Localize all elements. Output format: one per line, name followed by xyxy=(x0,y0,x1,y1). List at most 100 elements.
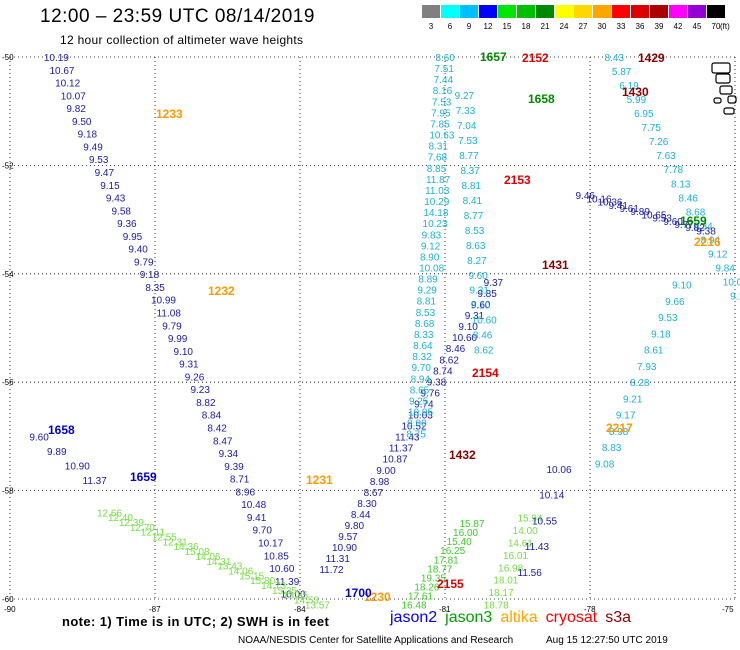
swh-value: 10.00 xyxy=(281,590,306,601)
swh-value: 14.31 xyxy=(206,557,231,568)
swh-value: 9.34 xyxy=(219,449,239,460)
pass-time-label: 1658 xyxy=(48,423,75,437)
swh-value: 18.17 xyxy=(489,588,514,599)
swh-value: 8.13 xyxy=(671,179,691,190)
satellite-legend-jason2: jason2 xyxy=(390,609,438,626)
swh-value: 9.37 xyxy=(484,278,504,289)
lon-tick-label: -78 xyxy=(584,605,596,614)
swh-value: 11.56 xyxy=(518,568,543,579)
swh-value: 7.04 xyxy=(457,121,477,132)
swh-value: 9.25 xyxy=(409,396,429,407)
scale-swatch xyxy=(574,5,592,18)
swh-value: 8.32 xyxy=(412,352,432,363)
swh-value: 7.63 xyxy=(656,151,676,162)
swh-value: 9.50 xyxy=(72,117,92,128)
swh-value: 9.79 xyxy=(162,321,182,332)
swh-value: 9.47 xyxy=(95,168,115,179)
swh-value: 9.77 xyxy=(674,220,694,231)
swh-value: 7.51 xyxy=(434,64,454,75)
swh-value: 10.90 xyxy=(65,461,90,472)
swh-value: 8.83 xyxy=(602,443,622,454)
swh-value: 14.06 xyxy=(228,566,253,577)
swh-value: 9.31 xyxy=(469,286,489,297)
swh-value: 9.57 xyxy=(338,532,358,543)
swh-value: 9.10 xyxy=(730,291,740,302)
swh-value: 10.99 xyxy=(151,296,176,307)
swh-value: 9.08 xyxy=(595,460,615,471)
swh-value: 12.39 xyxy=(119,518,144,529)
swh-value: 9.23 xyxy=(190,385,210,396)
swh-value: 11.37 xyxy=(389,444,414,455)
satellite-legend-jason3: jason3 xyxy=(445,609,493,626)
lat-tick-label: -54 xyxy=(2,270,14,279)
swh-value: 7.95 xyxy=(431,108,451,119)
swh-value: 16.00 xyxy=(453,528,478,539)
swh-value: 10.60 xyxy=(472,316,497,327)
scale-swatch xyxy=(707,5,725,18)
swh-value: 12.11 xyxy=(141,528,166,539)
swh-value: 8.94 xyxy=(411,374,431,385)
swh-value: 8.81 xyxy=(461,181,481,192)
swh-value: 12.70 xyxy=(130,523,155,534)
pass-time-label: 1657 xyxy=(480,50,507,64)
pass-time-label: 1232 xyxy=(208,284,235,298)
swh-value: 9.83 xyxy=(422,230,442,241)
swh-value: 8.98 xyxy=(609,427,629,438)
scale-swatch xyxy=(536,5,554,18)
lon-tick-label: -90 xyxy=(4,605,16,614)
swh-value: 11.37 xyxy=(83,476,108,487)
scale-label: 6 xyxy=(447,22,453,31)
island-outline xyxy=(711,62,731,74)
swh-value: 8.62 xyxy=(439,355,459,366)
swh-value: 10.87 xyxy=(383,455,408,466)
swh-value: 5.87 xyxy=(612,67,632,78)
swh-value: 13.57 xyxy=(305,600,330,611)
swh-value: 9.74 xyxy=(414,399,434,410)
swh-value: 8.75 xyxy=(406,430,426,441)
swh-value: 12.31 xyxy=(163,537,188,548)
swh-value: 8.89 xyxy=(418,275,438,286)
scale-swatch xyxy=(479,5,497,18)
swh-value: 9.53 xyxy=(89,155,109,166)
swh-value: 8.62 xyxy=(474,346,494,357)
footnote: note: 1) Time is in UTC; 2) SWH is in fe… xyxy=(62,614,330,629)
swh-value: 14.73 xyxy=(261,581,286,592)
swh-value: 9.26 xyxy=(185,372,205,383)
swh-value: 8.53 xyxy=(416,308,436,319)
scale-swatch xyxy=(555,5,573,18)
scale-swatch xyxy=(422,5,440,18)
scale-label: 36 xyxy=(635,22,645,31)
swh-value: 17.61 xyxy=(408,591,433,602)
swh-value: 10.19 xyxy=(44,53,69,64)
swh-value: 9.95 xyxy=(123,232,143,243)
swh-value: 9.80 xyxy=(345,521,365,532)
swh-value: 8.53 xyxy=(465,226,485,237)
pass-time-label: 1233 xyxy=(156,107,183,121)
swh-value: 10.23 xyxy=(423,219,448,230)
swh-value: 9.58 xyxy=(112,206,132,217)
swh-value: 16.48 xyxy=(402,600,427,611)
swh-value: 9.38 xyxy=(427,377,447,388)
swh-value: 15.80 xyxy=(250,576,275,587)
swh-value: 8.96 xyxy=(236,487,256,498)
swh-value: 12.66 xyxy=(97,508,122,519)
swh-value: 11.87 xyxy=(426,175,451,186)
chart-title: 12:00 – 23:59 UTC 08/14/2019 xyxy=(40,6,315,27)
scale-swatch xyxy=(441,5,459,18)
swh-value: 8.30 xyxy=(357,499,377,510)
swh-value: 8.71 xyxy=(230,475,250,486)
swh-value: 10.60 xyxy=(269,564,294,575)
swh-value: 7.75 xyxy=(641,123,661,134)
scale-label: 45 xyxy=(692,22,702,31)
scale-swatch xyxy=(498,5,516,18)
swh-value: 8.67 xyxy=(364,488,384,499)
satellite-legend-s3a: s3a xyxy=(605,609,632,626)
swh-value: 13.35 xyxy=(283,591,308,602)
pass-time-label: 2154 xyxy=(472,366,499,380)
swh-value: 9.70 xyxy=(252,526,272,537)
pass-time-label: 1432 xyxy=(449,448,476,462)
swh-value: 9.43 xyxy=(106,194,126,205)
swh-value: 9.39 xyxy=(224,462,244,473)
swh-value: 10.03 xyxy=(408,411,433,422)
